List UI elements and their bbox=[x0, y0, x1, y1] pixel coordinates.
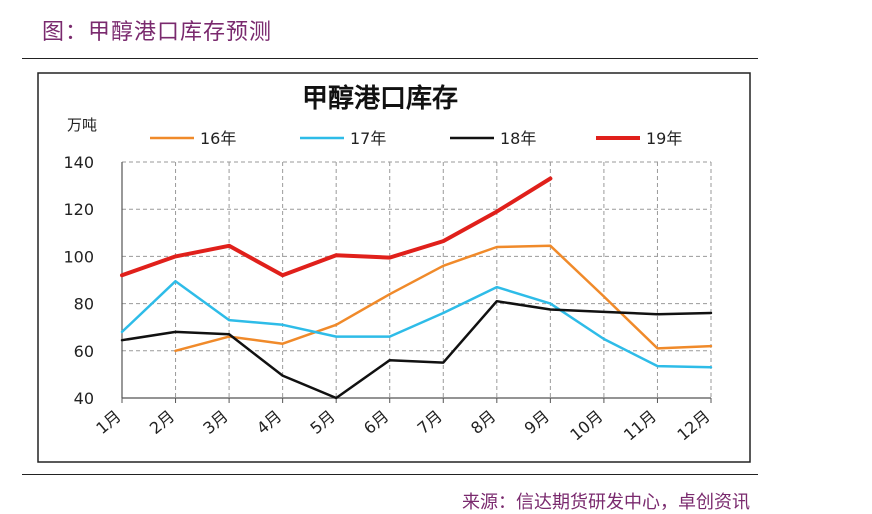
series-line-18年 bbox=[120, 299, 713, 400]
y-tick-label-120: 120 bbox=[63, 200, 94, 219]
x-tick-label-1: 1月 bbox=[92, 407, 124, 438]
legend-label-19年: 19年 bbox=[646, 129, 682, 148]
y-tick-label-140: 140 bbox=[63, 153, 94, 172]
x-tick-label-3: 3月 bbox=[199, 407, 231, 438]
x-tick-label-2: 2月 bbox=[146, 407, 178, 438]
legend-label-16年: 16年 bbox=[200, 129, 236, 148]
legend-label-18年: 18年 bbox=[500, 129, 536, 148]
legend-label-17年: 17年 bbox=[350, 129, 386, 148]
bottom-rule bbox=[22, 474, 758, 475]
series-line-19年 bbox=[120, 176, 553, 278]
y-tick-label-80: 80 bbox=[74, 295, 94, 314]
y-tick-label-60: 60 bbox=[74, 342, 94, 361]
y-tick-label-100: 100 bbox=[63, 247, 94, 266]
figure-title: 图：甲醇港口库存预测 bbox=[42, 20, 273, 45]
y-tick-label-40: 40 bbox=[74, 389, 94, 408]
x-tick-label-12: 12月 bbox=[673, 407, 713, 445]
x-tick-label-6: 6月 bbox=[360, 407, 392, 438]
chart-frame bbox=[37, 72, 751, 463]
x-tick-label-8: 8月 bbox=[467, 407, 499, 438]
y-axis-unit-label: 万吨 bbox=[67, 116, 97, 134]
x-tick-label-10: 10月 bbox=[566, 407, 606, 445]
x-tick-label-11: 11月 bbox=[620, 407, 660, 445]
series-line-17年 bbox=[120, 279, 713, 369]
chart-title: 甲醇港口库存 bbox=[302, 83, 458, 114]
x-tick-label-7: 7月 bbox=[414, 407, 446, 438]
x-tick-label-9: 9月 bbox=[521, 407, 553, 438]
x-tick-label-5: 5月 bbox=[306, 407, 338, 438]
top-rule bbox=[22, 58, 758, 59]
x-tick-label-4: 4月 bbox=[253, 407, 285, 438]
source-note: 来源：信达期货研发中心，卓创资讯 bbox=[462, 492, 750, 513]
